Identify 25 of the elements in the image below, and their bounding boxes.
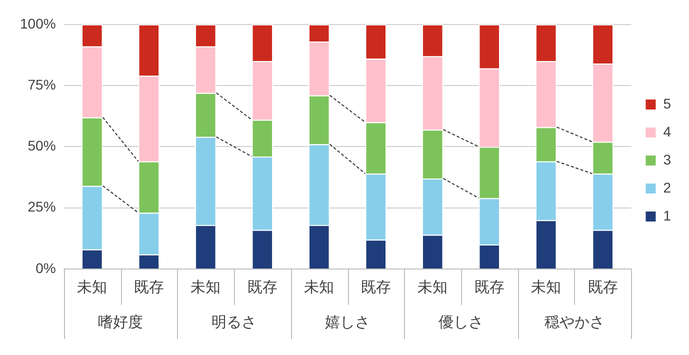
x-tick-label: 既存 bbox=[247, 279, 278, 296]
legend-label: 5 bbox=[663, 95, 672, 112]
legend-label: 3 bbox=[663, 151, 672, 168]
x-tick-label: 既存 bbox=[474, 279, 504, 296]
x-tick-label: 既存 bbox=[588, 279, 618, 296]
x-tick-label: 未知 bbox=[418, 279, 448, 296]
y-tick-label: 0% bbox=[36, 260, 56, 276]
x-tick-label: 未知 bbox=[77, 279, 108, 296]
text: 嗜好度 bbox=[98, 314, 144, 332]
y-tick-label: 100% bbox=[20, 15, 56, 32]
legend-label: 1 bbox=[663, 207, 672, 224]
x-tick-label: 未知 bbox=[531, 279, 562, 296]
text: 優しさ bbox=[438, 314, 484, 332]
x-tick-label: 未知 bbox=[190, 279, 221, 296]
text: 明るさ bbox=[212, 314, 257, 332]
x-tick-label: 未知 bbox=[304, 279, 334, 296]
x-tick-label: 既存 bbox=[360, 279, 391, 296]
text: 嬉しさ bbox=[325, 314, 370, 332]
legend-label: 4 bbox=[663, 123, 672, 140]
y-tick-label: 75% bbox=[28, 76, 56, 92]
x-tick-label: 既存 bbox=[134, 279, 164, 296]
legend-label: 2 bbox=[663, 179, 672, 196]
y-tick-label: 25% bbox=[28, 198, 56, 215]
y-tick-label: 50% bbox=[28, 138, 56, 154]
text: 穏やかさ bbox=[544, 314, 604, 332]
